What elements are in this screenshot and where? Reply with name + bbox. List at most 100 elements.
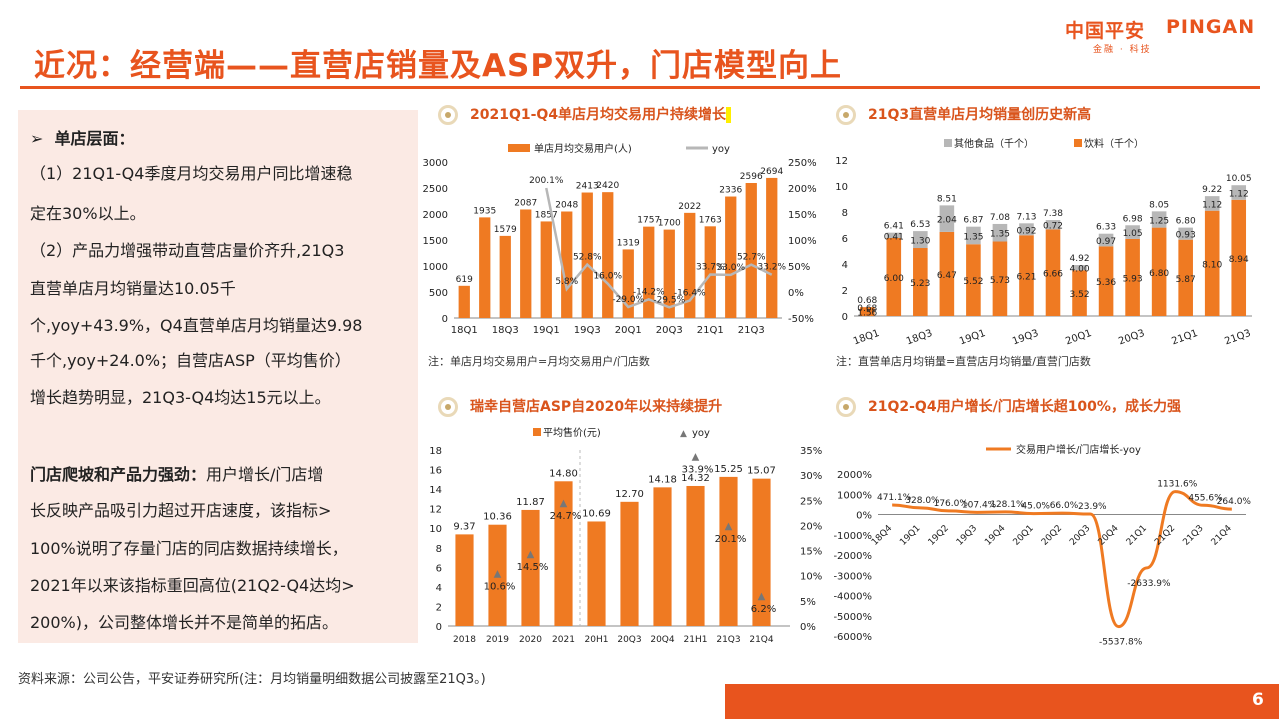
bar-value-label: 15.07: [747, 466, 776, 477]
food-value-label: 0.93: [1176, 231, 1196, 241]
food-value-label: 0.72: [1043, 222, 1063, 232]
point-label: 128.1%: [990, 500, 1025, 510]
y2-tick-label: 10%: [800, 572, 822, 583]
x-tick-label: 20Q3: [1117, 328, 1146, 348]
bar-value-label: 1579: [494, 225, 517, 235]
y-tick-label: -6000%: [833, 632, 872, 643]
bar-drinks: [1019, 235, 1034, 316]
food-value-label: 1.35: [963, 232, 983, 242]
summary-line: 千个,yoy+24.0%；自营店ASP（平均售价）: [30, 351, 351, 370]
food-value-label: 0.92: [1016, 226, 1036, 236]
x-tick-label: 19Q4: [983, 523, 1007, 547]
x-tick-label: 21Q3: [1181, 524, 1205, 548]
point-label: -5537.8%: [1099, 638, 1143, 648]
y-tick-label: 8: [842, 208, 848, 219]
bar: [520, 209, 532, 318]
point-label: -2633.9%: [1127, 579, 1171, 589]
summary-line: 200%)，公司整体增长并不是简单的拓店。: [30, 613, 338, 632]
legend-swatch: [533, 428, 541, 436]
total-value-label: 6.41: [884, 222, 904, 232]
x-tick-label: 21Q2: [1153, 524, 1177, 548]
summary-para2-bold: 门店爬坡和产品力强劲：: [30, 465, 207, 484]
bar: [725, 196, 737, 318]
y2-tick-label: 5%: [800, 597, 816, 608]
chart-sales-per-store: 其他食品（千个） 饮料（千个）0246810121.560.680.686.000…: [835, 137, 1252, 348]
point-label: 455.6%: [1188, 493, 1223, 503]
bar-value-label: 10.36: [483, 512, 512, 523]
food-value-label: 1.12: [1229, 190, 1249, 200]
drinks-value-label: 6.00: [884, 274, 904, 284]
food-value-label: 1.25: [1149, 216, 1169, 226]
y-tick-label: 4: [436, 583, 442, 594]
bullseye-icon: [438, 105, 458, 125]
total-value-label: 6.53: [910, 220, 930, 230]
drinks-value-label: 1.56: [857, 309, 877, 319]
bar: [653, 487, 672, 626]
food-value-label: 0.68: [857, 304, 877, 314]
x-tick-label: 19Q2: [927, 524, 951, 548]
y-tick-label: 1500: [423, 236, 448, 247]
y-tick-label: -2000%: [833, 551, 872, 562]
bar-value-label: 619: [456, 275, 473, 285]
legend-label: yoy: [692, 428, 710, 439]
drinks-value-label: 3.52: [1070, 290, 1090, 300]
chart2-note: 注：直营单店月均销量=直营店月均销量/直营门店数: [836, 355, 1091, 368]
bar: [488, 524, 507, 626]
y-tick-label: 6: [842, 234, 848, 245]
bar: [684, 212, 696, 318]
total-value-label: 7.38: [1043, 209, 1063, 219]
x-tick-label: 19Q3: [955, 524, 979, 548]
food-value-label: 4.00: [1070, 265, 1090, 275]
legend-label: 其他食品（千个）: [954, 137, 1034, 150]
summary-line: （1）21Q1-Q4季度月均交易用户同比增速稳: [30, 164, 353, 183]
food-value-label: 1.12: [1202, 200, 1222, 210]
x-tick-label: 19Q1: [533, 325, 560, 336]
bar-food: [1151, 211, 1167, 228]
x-tick-label: 18Q3: [492, 325, 519, 336]
y2-tick-label: 100%: [788, 236, 817, 247]
chart-users-per-store: 单店月均交易用户(人) yoy 0 500 1000 1500 2000 2500 3000 -5…: [423, 142, 817, 336]
yoy-label: -16.4%: [674, 289, 706, 299]
bar-value-label: 10.69: [582, 508, 611, 519]
bullseye-icon: [836, 105, 856, 125]
highlight-mark: [726, 107, 731, 123]
summary-line: 定在30%以上。: [30, 204, 146, 223]
y2-tick-label: 0%: [788, 288, 804, 299]
food-value-label: 2.04: [937, 216, 957, 226]
x-tick-label: 20Q1: [615, 325, 642, 336]
drinks-value-label: 6.47: [937, 271, 957, 281]
total-value-label: 9.22: [1202, 185, 1222, 195]
x-tick-label: 21Q4: [1210, 523, 1234, 547]
legend-label: 单店月均交易用户(人): [534, 142, 632, 155]
chart2-heading: 21Q3直营单店月均销量创历史新高: [836, 104, 1091, 128]
bar: [455, 534, 474, 626]
drinks-value-label: 5.73: [990, 276, 1010, 286]
x-tick-label: 20Q3: [656, 325, 683, 336]
bar-value-label: 1857: [535, 210, 558, 220]
bar: [554, 481, 573, 626]
bar-value-label: 2048: [555, 201, 578, 211]
food-value-label: 1.30: [910, 237, 930, 247]
bar: [704, 226, 716, 318]
bar-value-label: 2596: [740, 172, 763, 182]
y-tick-label: -1000%: [833, 531, 872, 542]
x-tick-label: 2018: [453, 635, 476, 645]
summary-line: 100%说明了存量门店的同店数据持续增长，: [30, 539, 348, 558]
x-tick-label: 20Q4: [650, 635, 675, 645]
y-tick-label: -5000%: [833, 612, 872, 623]
summary-para2-first: 门店爬坡和产品力强劲：用户增长/门店增: [30, 460, 323, 490]
y-tick-label: 6: [436, 563, 442, 574]
bar-value-label: 2413: [576, 182, 599, 192]
title-rule: [20, 86, 1260, 89]
point-label: 471.1%: [877, 493, 912, 503]
chart4-heading-text: 21Q2-Q4用户增长/门店增长超100%，成长力强: [868, 399, 1181, 415]
bar: [686, 485, 705, 626]
x-tick-label: 2021: [552, 635, 575, 645]
y2-tick-label: 50%: [788, 262, 810, 273]
bar-food: [913, 231, 928, 249]
x-tick-label: 21Q3: [716, 635, 740, 645]
drinks-value-label: 8.10: [1202, 260, 1222, 270]
y-tick-label: 10: [429, 524, 442, 535]
summary-line: 个,yoy+43.9%，Q4直营单店月均销量达9.98: [30, 316, 363, 335]
yoy-label: -29.0%: [612, 295, 644, 305]
